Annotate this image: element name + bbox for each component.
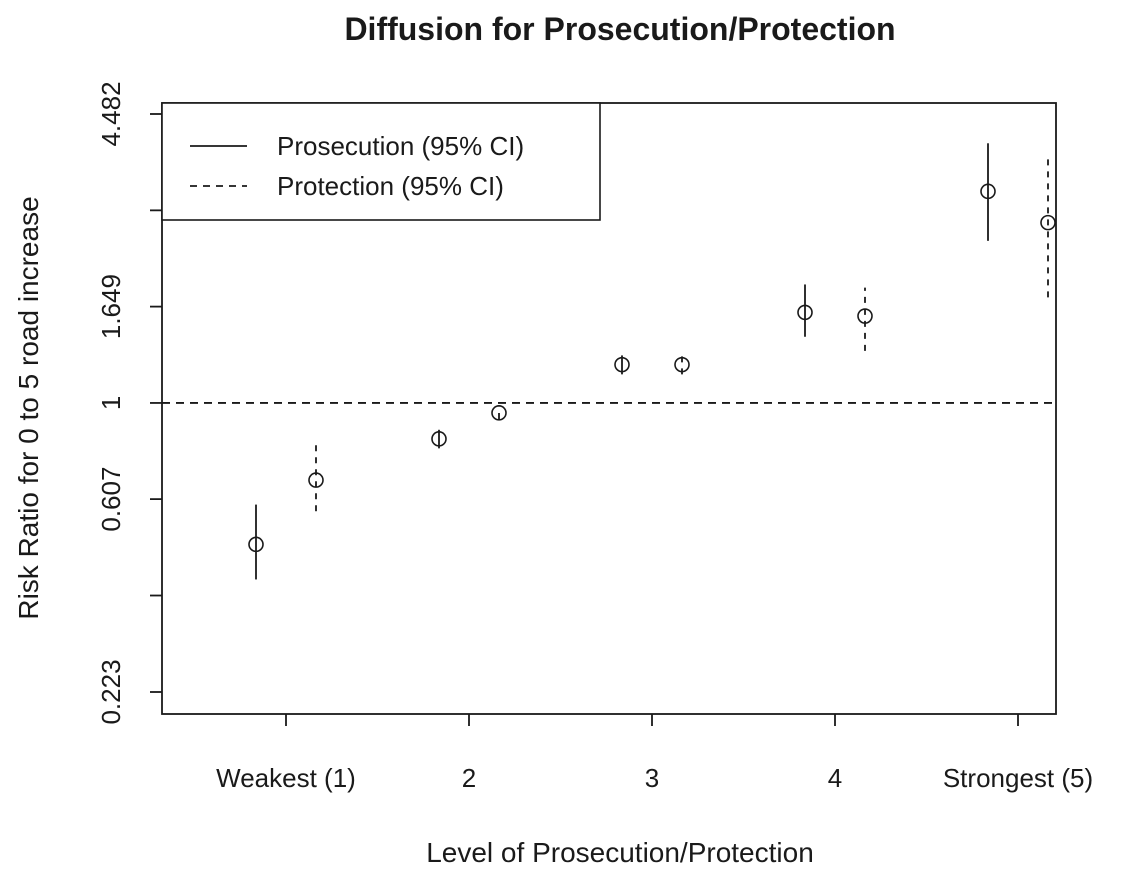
y-tick-label: 1 [96, 396, 126, 410]
x-tick-label: 4 [828, 763, 842, 793]
legend-label-prosecution: Prosecution (95% CI) [277, 131, 524, 161]
y-axis: 0.223 0.607 1 1.649 4.482 [96, 81, 162, 725]
x-tick-label: 2 [462, 763, 476, 793]
point-estimate [308, 472, 324, 488]
legend: Prosecution (95% CI) Protection (95% CI) [161, 102, 601, 221]
point-estimate [980, 183, 996, 200]
chart-title: Diffusion for Prosecution/Protection [344, 11, 895, 47]
y-tick-label: 0.607 [96, 467, 126, 532]
legend-box [161, 102, 601, 221]
series-group [248, 143, 1056, 580]
x-tick-label: Weakest (1) [216, 763, 356, 793]
point-estimate [491, 405, 507, 421]
point-estimate [797, 304, 813, 321]
point-estimate [248, 536, 264, 553]
x-axis-label: Level of Prosecution/Protection [426, 837, 814, 868]
x-axis: Weakest (1) 2 3 4 Strongest (5) [216, 714, 1093, 793]
y-tick-label: 1.649 [96, 274, 126, 339]
point-estimate [614, 356, 630, 373]
y-tick-label: 0.223 [96, 659, 126, 724]
y-axis-label: Risk Ratio for 0 to 5 road increase [13, 196, 44, 619]
y-tick-label: 4.482 [96, 81, 126, 146]
point-estimate [857, 308, 873, 324]
point-estimate [1040, 214, 1056, 231]
legend-label-protection: Protection (95% CI) [277, 171, 504, 201]
x-tick-label: 3 [645, 763, 659, 793]
point-estimate [431, 431, 447, 447]
x-tick-label: Strongest (5) [943, 763, 1093, 793]
plot-frame [161, 102, 1057, 715]
point-estimate [674, 356, 690, 373]
